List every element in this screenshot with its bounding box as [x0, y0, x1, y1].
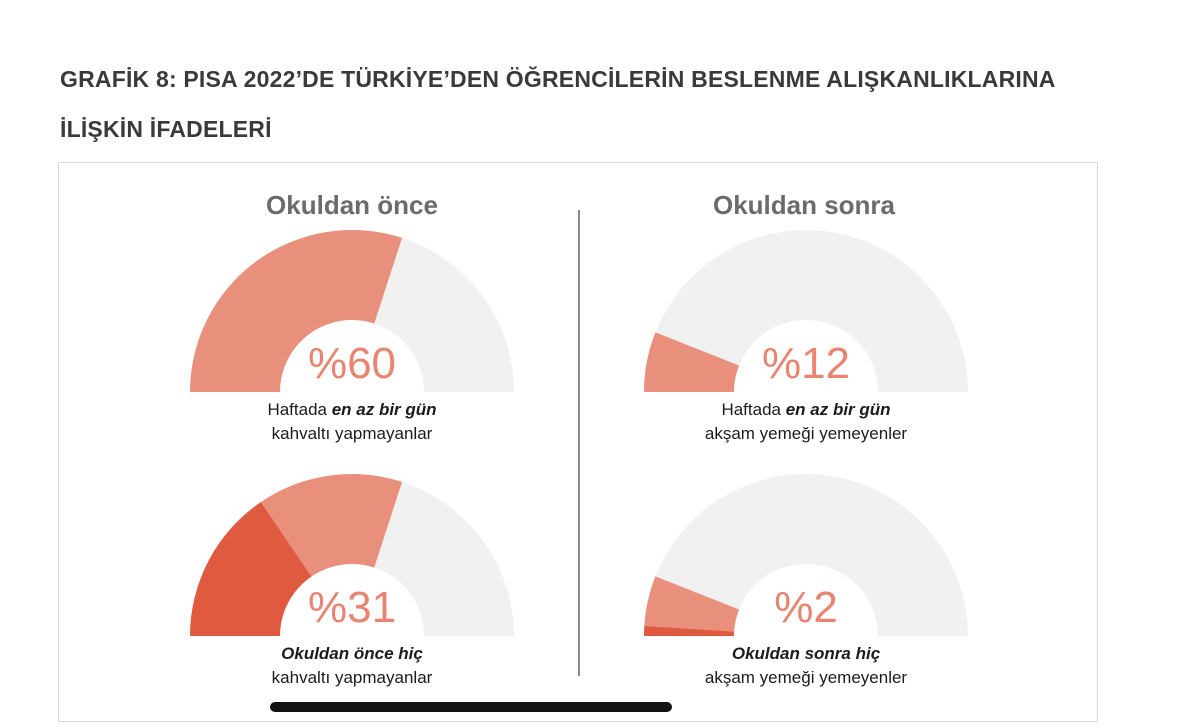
heading-before-school: Okuldan önce [266, 190, 438, 220]
caption-emphasis: en az bir gün [785, 400, 891, 419]
chart-title-line-1: GRAFİK 8: PISA 2022’DE TÜRKİYE’DEN ÖĞREN… [60, 66, 1056, 92]
chart-frame [58, 162, 1098, 722]
caption-prefix: Haftada [721, 400, 786, 419]
caption-emphasis: Okuldan önce hiç [281, 644, 423, 663]
caption-line2: akşam yemeği yemeyenler [704, 668, 908, 687]
caption-breakfast-weekly: Haftada en az bir gün kahvaltı yapmayanl… [172, 398, 532, 446]
caption-emphasis: Okuldan sonra hiç [731, 644, 881, 663]
caption-emphasis: en az bir gün [331, 400, 437, 419]
chart-title-line-2: İLİŞKİN İFADELERİ [60, 116, 272, 142]
heading-after-school: Okuldan sonra [712, 190, 896, 220]
caption-line2: kahvaltı yapmayanlar [271, 668, 433, 687]
caption-line2: akşam yemeği yemeyenler [704, 424, 908, 443]
caption-dinner-weekly: Haftada en az bir gün akşam yemeği yemey… [626, 398, 986, 446]
caption-dinner-never: Okuldan sonra hiç akşam yemeği yemeyenle… [626, 642, 986, 690]
caption-line2: kahvaltı yapmayanlar [271, 424, 433, 443]
horizontal-scrollbar[interactable] [270, 702, 672, 712]
caption-breakfast-never: Okuldan önce hiç kahvaltı yapmayanlar [172, 642, 532, 690]
column-divider [578, 210, 580, 676]
caption-prefix: Haftada [267, 400, 332, 419]
